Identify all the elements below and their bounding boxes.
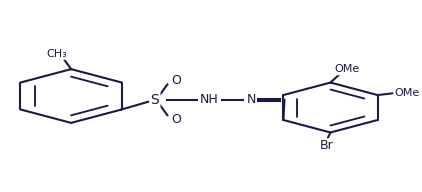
Text: CH₃: CH₃ xyxy=(46,49,67,59)
Text: NH: NH xyxy=(200,93,219,106)
Text: O: O xyxy=(171,113,181,126)
Text: S: S xyxy=(150,93,159,107)
Text: O: O xyxy=(171,74,181,87)
Text: Br: Br xyxy=(319,139,333,152)
Text: OMe: OMe xyxy=(335,64,360,74)
Text: OMe: OMe xyxy=(394,88,419,98)
Text: N: N xyxy=(246,93,256,106)
